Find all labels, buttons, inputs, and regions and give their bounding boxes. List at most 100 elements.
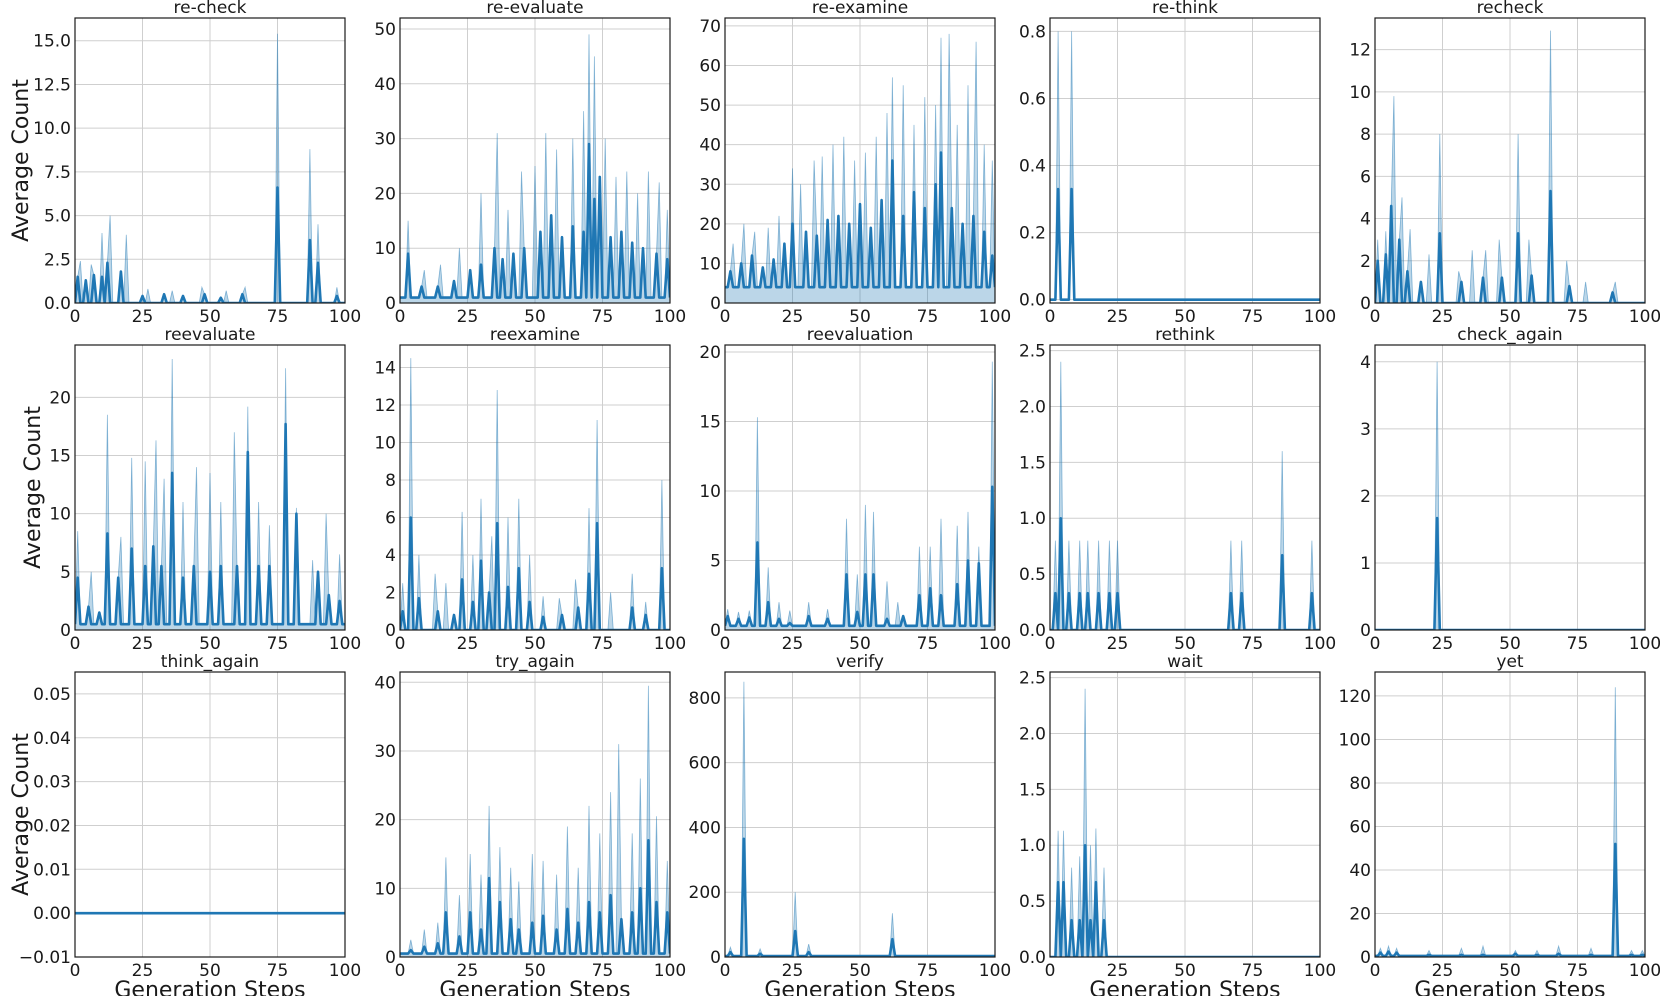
x-tick-label: 50: [849, 961, 871, 981]
x-tick-label: 25: [1432, 307, 1454, 327]
panel-reexamine: 0 25 50 75 100 0 2 4 6 8 10 12 14 reexamine: [374, 325, 686, 654]
y-tick-label: 0.0: [44, 294, 71, 314]
y-tick-label: 5.0: [44, 207, 71, 227]
mean-line: [725, 837, 995, 957]
x-tick-label: 25: [1107, 634, 1129, 654]
y-tick-label: 15.0: [33, 32, 71, 52]
x-tick-label: 50: [849, 634, 871, 654]
mean-line: [75, 186, 345, 303]
x-tick-label: 0: [395, 634, 406, 654]
confidence-band: [75, 358, 345, 630]
y-tick-label: 0.8: [1019, 22, 1046, 42]
x-tick-label: 0: [1045, 961, 1056, 981]
panel-title: reexamine: [490, 325, 580, 345]
x-tick-label: 100: [979, 961, 1011, 981]
x-axis-label: Generation Steps: [1089, 978, 1280, 996]
panel-title: reevaluate: [164, 325, 255, 345]
y-tick-label: 12: [1349, 41, 1371, 61]
mean-line: [1050, 843, 1320, 957]
x-tick-label: 25: [782, 307, 804, 327]
x-tick-label: 50: [1499, 961, 1521, 981]
y-tick-label: 1.0: [1019, 509, 1046, 529]
x-tick-label: 75: [917, 307, 939, 327]
y-tick-label: 120: [1339, 687, 1371, 707]
panel-try-again: 0 25 50 75 100 0 10 20 30 40 try_again Generation S…: [374, 652, 686, 996]
x-tick-label: 0: [70, 961, 81, 981]
panel-wait: 0 25 50 75 100 0.0 0.5 1.0 1.5 2.0 2.5 wait Generati…: [1019, 652, 1336, 996]
x-tick-label: 100: [329, 634, 361, 654]
y-tick-label: 8: [1360, 125, 1371, 145]
y-tick-label: 20: [699, 343, 721, 363]
y-tick-label: 6: [1360, 167, 1371, 187]
panel-re-examine: 0 25 50 75 100 0 10 20 30 40 50 60 70 re-examine: [699, 0, 1011, 327]
x-tick-label: 0: [720, 307, 731, 327]
y-tick-label: 2.5: [44, 250, 71, 270]
x-tick-label: 75: [917, 634, 939, 654]
y-tick-label: 0: [1360, 621, 1371, 641]
y-tick-label: 50: [374, 20, 396, 40]
plot-frame: [399, 671, 671, 958]
x-tick-label: 25: [1107, 307, 1129, 327]
x-tick-label: 0: [720, 961, 731, 981]
plot-frame: [1374, 17, 1646, 304]
y-tick-label: 50: [699, 96, 721, 116]
x-tick-label: 25: [782, 634, 804, 654]
y-tick-label: 70: [699, 17, 721, 37]
y-tick-label: 0: [710, 948, 721, 968]
x-tick-label: 100: [1304, 634, 1336, 654]
y-tick-label: 4: [1360, 353, 1371, 373]
x-tick-label: 75: [1242, 634, 1264, 654]
x-tick-label: 0: [1370, 961, 1381, 981]
plot-frame: [74, 17, 346, 304]
y-tick-label: 2.0: [1019, 397, 1046, 417]
y-tick-label: 5: [60, 563, 71, 583]
panel-rethink: 0 25 50 75 100 0.0 0.5 1.0 1.5 2.0 2.5 rethink: [1019, 325, 1336, 654]
x-tick-label: 25: [132, 961, 154, 981]
x-tick-label: 75: [592, 634, 614, 654]
x-tick-label: 25: [457, 307, 479, 327]
x-tick-label: 25: [782, 961, 804, 981]
panel-yet: 0 25 50 75 100 0 20 40 60 80 100 120 yet Generation S…: [1339, 652, 1660, 996]
x-tick-label: 50: [1174, 634, 1196, 654]
x-tick-label: 0: [1045, 634, 1056, 654]
y-tick-label: 12: [374, 396, 396, 416]
panel-title: recheck: [1477, 0, 1544, 18]
x-tick-label: 0: [395, 961, 406, 981]
y-tick-label: 14: [374, 359, 396, 379]
x-tick-label: 25: [1432, 961, 1454, 981]
x-tick-label: 75: [1567, 961, 1589, 981]
y-tick-label: 15: [699, 412, 721, 432]
x-tick-label: 75: [1567, 634, 1589, 654]
x-tick-label: 50: [1174, 307, 1196, 327]
plot-frame: [1049, 671, 1321, 958]
x-tick-label: 25: [457, 961, 479, 981]
y-tick-label: 600: [689, 754, 721, 774]
mean-line: [75, 422, 345, 626]
x-tick-label: 25: [1107, 961, 1129, 981]
y-tick-label: 800: [689, 689, 721, 709]
y-tick-label: 0.04: [33, 729, 71, 749]
panel-title: think_again: [161, 652, 259, 672]
x-tick-label: 25: [132, 634, 154, 654]
x-tick-label: 0: [395, 307, 406, 327]
y-tick-label: 0.6: [1019, 89, 1046, 109]
y-tick-label: 100: [1339, 730, 1371, 750]
x-tick-label: 75: [917, 961, 939, 981]
x-tick-label: 0: [720, 634, 731, 654]
y-tick-label: 200: [689, 883, 721, 903]
plot-frame: [74, 344, 346, 631]
y-tick-label: 2: [385, 584, 396, 604]
y-tick-label: 0.5: [1019, 565, 1046, 585]
mean-line: [1050, 187, 1320, 301]
x-tick-label: 50: [1499, 307, 1521, 327]
y-tick-label: 2.0: [1019, 724, 1046, 744]
panel-title: re-evaluate: [486, 0, 583, 18]
mean-line: [725, 485, 995, 628]
y-tick-label: 30: [374, 742, 396, 762]
y-tick-label: 10: [699, 482, 721, 502]
panel-title: reevaluation: [807, 325, 914, 345]
x-tick-label: 100: [1304, 307, 1336, 327]
y-tick-label: 0: [385, 948, 396, 968]
x-tick-label: 50: [524, 634, 546, 654]
panel-title: rethink: [1155, 325, 1215, 345]
